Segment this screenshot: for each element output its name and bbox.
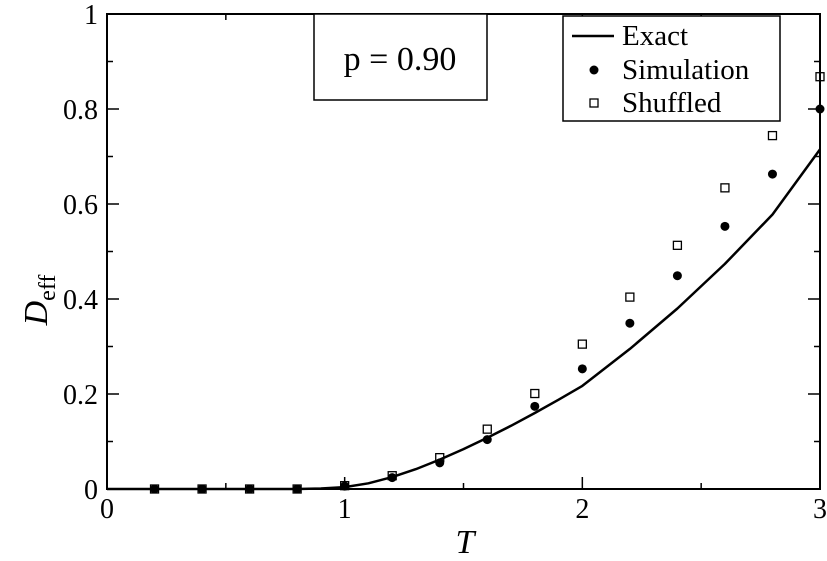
legend-swatch-shuffled bbox=[589, 98, 599, 108]
axes-layer: 0 1 2 3 0 0.2 0.4 0.6 0.8 1 bbox=[63, 0, 827, 525]
simulation-point bbox=[577, 364, 587, 374]
legend-label-shuffled: Shuffled bbox=[622, 87, 722, 119]
y-tick-label: 0.4 bbox=[63, 285, 98, 316]
legend-label-simulation: Simulation bbox=[622, 54, 750, 86]
simulation-point bbox=[672, 271, 682, 281]
annotation: p = 0.90 bbox=[313, 13, 488, 101]
y-tick-label: 1 bbox=[84, 0, 98, 31]
svg-text:Deff: Deff bbox=[18, 275, 61, 327]
x-axis-label: T bbox=[456, 524, 477, 561]
legend-box bbox=[562, 15, 781, 122]
simulation-point bbox=[767, 169, 777, 179]
shuffled-point bbox=[720, 183, 730, 193]
simulation-point bbox=[720, 221, 730, 231]
simulation-point bbox=[435, 458, 445, 468]
shuffled-point bbox=[482, 424, 492, 434]
y-axis-label: Deff bbox=[18, 275, 61, 327]
simulation-point bbox=[482, 435, 492, 445]
shuffled-point bbox=[577, 339, 587, 349]
y-tick-label: 0.6 bbox=[63, 190, 98, 221]
shuffled-point bbox=[767, 130, 778, 141]
x-tick-label: 2 bbox=[575, 494, 589, 525]
annotation-text: p = 0.90 bbox=[344, 41, 457, 78]
legend-label-exact: Exact bbox=[622, 20, 688, 52]
shuffled-point bbox=[672, 240, 683, 250]
legend-swatch-simulation bbox=[589, 65, 599, 75]
shuffled-point bbox=[435, 452, 445, 463]
y-axis-label-sub: eff bbox=[35, 275, 61, 301]
simulation-point bbox=[530, 401, 540, 411]
y-tick-label: 0 bbox=[84, 475, 98, 506]
legend: Exact Simulation Shuffled bbox=[562, 15, 781, 122]
y-axis-label-main: D bbox=[18, 300, 55, 326]
annotation-box bbox=[313, 13, 488, 101]
x-tick-label: 0 bbox=[100, 494, 114, 525]
x-tick-label: 3 bbox=[813, 494, 827, 525]
x-tick-label: 1 bbox=[338, 494, 352, 525]
shuffled-point bbox=[530, 388, 540, 399]
simulation-point bbox=[625, 318, 635, 328]
y-tick-label: 0.2 bbox=[63, 380, 98, 411]
y-tick-label: 0.8 bbox=[63, 95, 98, 126]
shuffled-point bbox=[387, 471, 397, 481]
shuffled-point bbox=[625, 292, 635, 302]
